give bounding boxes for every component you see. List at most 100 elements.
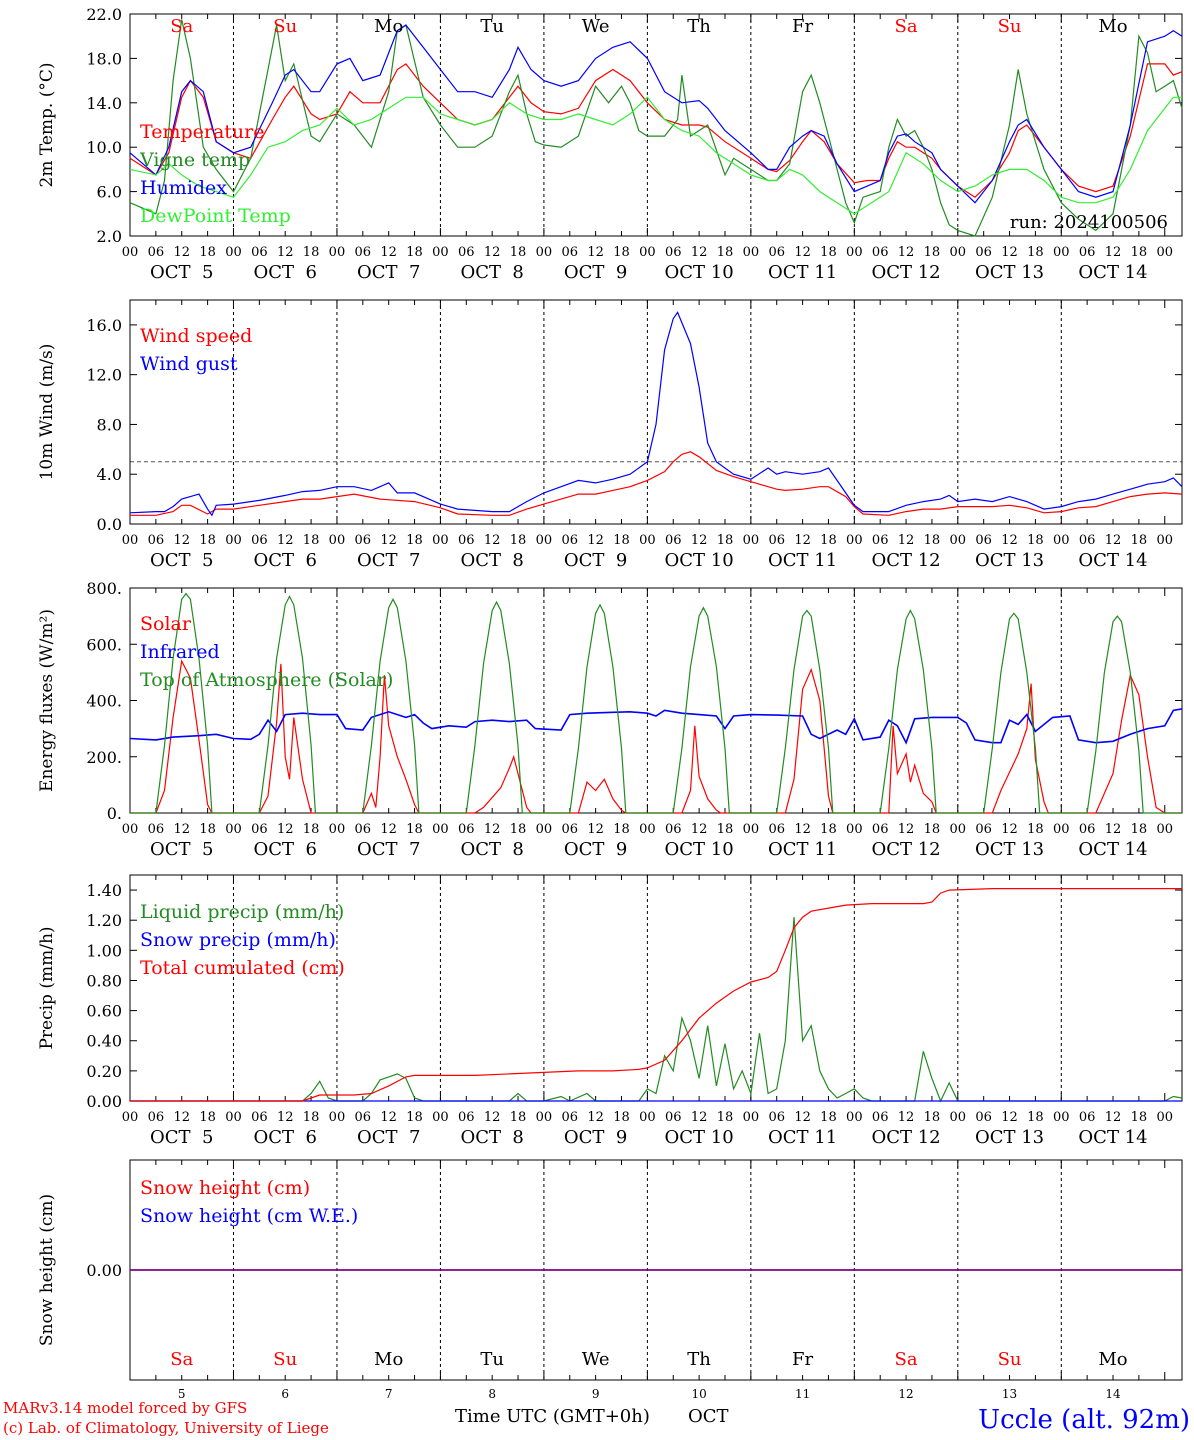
hour-tick-label: 18 [303, 1110, 320, 1125]
series-line-infrared [129, 708, 1183, 745]
hour-tick-label: 06 [458, 533, 475, 548]
run-label: run: 2024100506 [1010, 212, 1168, 233]
chart-panel-5: 0.00 Snow height (cm) Snow height (cm) Snow… [37, 1159, 1183, 1401]
chart-panel-4: 0.00 0.20 0.40 0.60 0.80 1.00 1.20 1.40 Precip (… [37, 874, 1183, 1148]
hour-tick-label: 18 [1131, 1110, 1148, 1125]
hour-tick-label: 06 [561, 245, 578, 260]
hour-tick-label: 12 [173, 1110, 190, 1125]
y-tick-label: 1.00 [86, 941, 122, 960]
weekday-label: Th [687, 16, 711, 37]
hour-tick-label: 00 [432, 822, 449, 837]
copyright-credit: (c) Lab. of Climatology, University of L… [3, 1419, 329, 1437]
hour-tick-label: 18 [303, 822, 320, 837]
date-label: OCT 5 [150, 839, 213, 860]
weekday-label: Sa [170, 16, 193, 37]
hour-tick-label: 06 [975, 822, 992, 837]
date-label: OCT 9 [564, 262, 627, 283]
hour-tick-label: 12 [898, 533, 915, 548]
date-label: OCT 12 [871, 839, 940, 860]
hour-tick-label: 12 [484, 822, 501, 837]
hour-tick-label: 12 [484, 245, 501, 260]
date-label: OCT 10 [665, 550, 734, 571]
legend-entry: Snow height (cm) [140, 1177, 310, 1199]
hour-tick-label: 12 [587, 822, 604, 837]
weekday-label: Sa [895, 1349, 918, 1370]
hour-tick-label: 12 [173, 245, 190, 260]
hour-tick-label: 18 [924, 533, 941, 548]
hour-tick-label: 12 [380, 245, 397, 260]
series-line-wind-speed [130, 451, 1183, 516]
legend-entry: Snow precip (mm/h) [140, 929, 336, 951]
hour-tick-label: 06 [665, 533, 682, 548]
hour-tick-label: 00 [639, 533, 656, 548]
hour-tick-label: 06 [355, 822, 372, 837]
hour-tick-label: 00 [432, 533, 449, 548]
hour-tick-label: 18 [199, 1110, 216, 1125]
hour-tick-label: 00 [846, 1110, 863, 1125]
y-tick-label: 800. [86, 579, 122, 598]
day-number: 13 [1002, 1387, 1017, 1401]
y-tick-label: 16.0 [86, 316, 122, 335]
hour-tick-label: 12 [1001, 1110, 1018, 1125]
y-tick-label: 12.0 [86, 366, 122, 385]
date-label: OCT 8 [460, 839, 523, 860]
day-number: 8 [488, 1387, 496, 1401]
station-label: Uccle (alt. 92m) [978, 1405, 1190, 1435]
series-line-total-cumulated-cm- [130, 888, 1182, 1102]
hour-tick-label: 12 [691, 533, 708, 548]
hour-tick-label: 00 [639, 1110, 656, 1125]
weekday-label: Sa [895, 16, 918, 37]
hour-tick-label: 12 [1001, 533, 1018, 548]
hour-tick-label: 06 [1079, 533, 1096, 548]
day-number: 5 [178, 1387, 186, 1401]
hour-tick-label: 12 [1105, 1110, 1122, 1125]
series-line-solar [130, 659, 1182, 814]
hour-tick-label: 00 [536, 533, 553, 548]
hour-tick-label: 12 [380, 1110, 397, 1125]
hour-tick-label: 06 [148, 533, 165, 548]
hour-tick-label: 00 [1053, 533, 1070, 548]
hour-tick-label: 00 [122, 245, 139, 260]
date-label: OCT 14 [1078, 262, 1147, 283]
hour-tick-label: 18 [303, 245, 320, 260]
hour-tick-label: 18 [510, 245, 527, 260]
hour-tick-label: 18 [406, 533, 423, 548]
y-axis-title: 2m Temp. (°C) [37, 62, 57, 187]
y-tick-label: 0.00 [86, 1092, 122, 1111]
hour-tick-label: 18 [613, 533, 630, 548]
date-label: OCT 8 [460, 1127, 523, 1148]
legend-entry: Humidex [140, 177, 227, 199]
hour-tick-label: 06 [561, 533, 578, 548]
date-label: OCT 9 [564, 839, 627, 860]
hour-tick-label: 06 [148, 1110, 165, 1125]
hour-tick-label: 06 [768, 533, 785, 548]
weekday-label: Su [273, 1349, 297, 1370]
hour-tick-label: 06 [355, 1110, 372, 1125]
hour-tick-label: 12 [587, 1110, 604, 1125]
date-label: OCT 13 [975, 839, 1044, 860]
hour-tick-label: 06 [975, 1110, 992, 1125]
y-tick-label: 600. [86, 635, 122, 654]
hour-tick-label: 18 [1131, 533, 1148, 548]
weekday-label: Th [687, 1349, 711, 1370]
hour-tick-label: 00 [846, 822, 863, 837]
y-tick-label: 0.0 [97, 515, 122, 534]
hour-tick-label: 12 [380, 533, 397, 548]
hour-tick-label: 00 [536, 245, 553, 260]
hour-tick-label: 06 [561, 822, 578, 837]
y-axis-title: Energy fluxes (W/m²) [37, 609, 57, 792]
day-number: 12 [898, 1387, 913, 1401]
hour-tick-label: 06 [665, 1110, 682, 1125]
plot-frame [129, 299, 1183, 525]
date-label: OCT 5 [150, 550, 213, 571]
hour-tick-label: 06 [768, 822, 785, 837]
hour-tick-label: 12 [173, 533, 190, 548]
chart-panel-1: 2.0 6.0 10.0 14.0 18.0 22.0 2m Temp. (°C) 00 06 1… [37, 5, 1183, 283]
day-number: 9 [592, 1387, 600, 1401]
model-credit: MARv3.14 model forced by GFS [3, 1399, 247, 1417]
y-tick-label: 1.40 [86, 881, 122, 900]
hour-tick-label: 12 [277, 1110, 294, 1125]
date-label: OCT 8 [460, 550, 523, 571]
hour-tick-label: 12 [1001, 245, 1018, 260]
